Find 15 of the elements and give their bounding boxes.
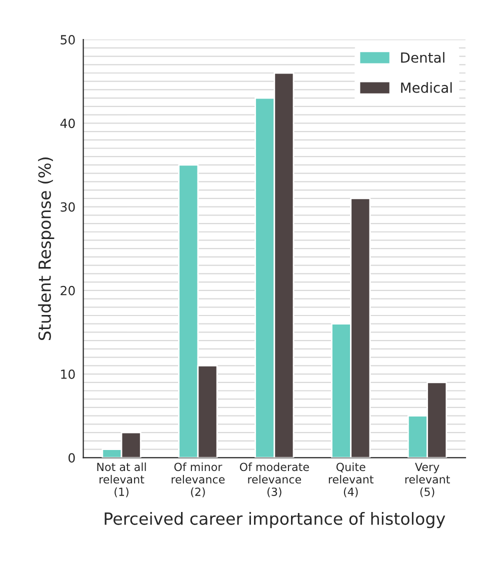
x-axis-title: Perceived career importance of histology (104, 512, 446, 528)
y-tick-label: 30 (60, 202, 75, 212)
y-tick-label: 0 (68, 453, 75, 463)
y-tick-label: 40 (60, 118, 75, 128)
y-tick-label: 10 (61, 370, 75, 379)
y-tick-label: 50 (60, 35, 75, 44)
y-tick-label: 20 (60, 286, 75, 296)
x-tick-label: Not at all relevant (1) (97, 462, 146, 498)
x-tick-label: Quite relevant (4) (328, 462, 374, 498)
legend-label: Dental (401, 52, 444, 63)
y-axis-title: Student Response (%) (38, 157, 54, 340)
x-tick-label: Of moderate relevance (3) (240, 462, 309, 498)
legend-label: Medical (401, 82, 452, 93)
x-tick-label: Very relevant (5) (405, 462, 450, 498)
x-tick-label: Of minor relevance (2) (172, 462, 225, 498)
